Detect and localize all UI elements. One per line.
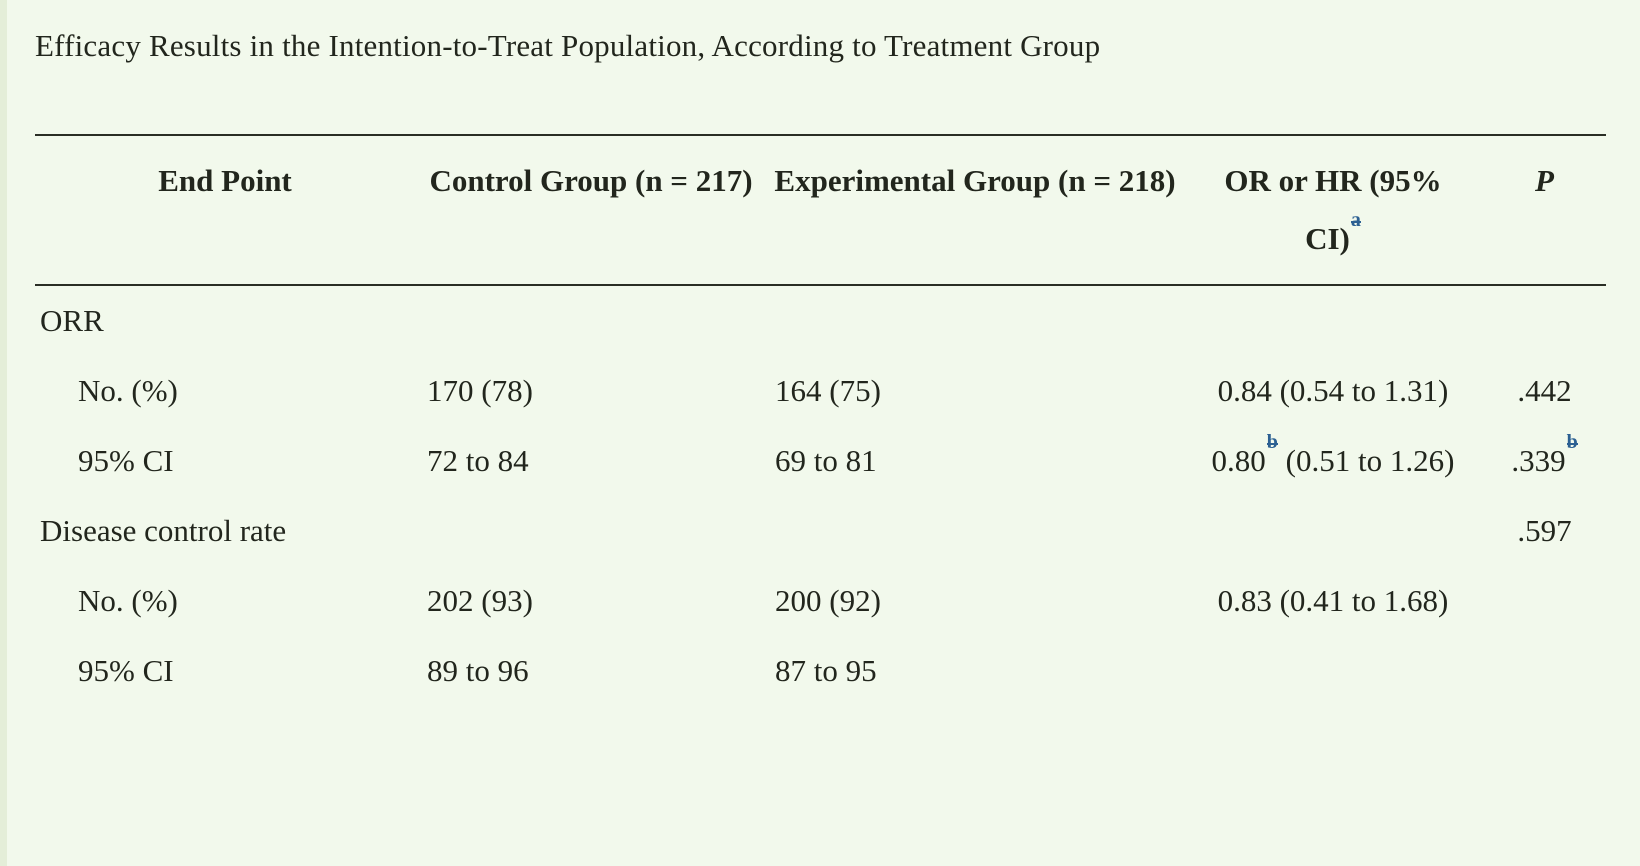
cell-or-hr-value [1183,496,1483,566]
efficacy-results-table: End Point Control Group (n = 217) Experi… [35,134,1606,706]
table-row-dcr-no-pct: No. (%) 202 (93) 200 (92) 0.83 (0.41 to … [35,566,1606,636]
table-row-dcr-95ci: 95% CI 89 to 96 87 to 95 [35,636,1606,706]
column-header-p: P [1483,135,1606,286]
column-header-control-group: Control Group (n = 217) [415,135,767,286]
cell-control-value: 89 to 96 [427,653,529,688]
cell-control-value: 170 (78) [427,373,533,408]
page-left-margin-strip [0,0,7,866]
table-row-orr: ORR [35,285,1606,356]
column-header-experimental-group: Experimental Group (n = 218) [767,135,1183,286]
cell-end-point: Disease control rate [40,513,287,548]
cell-p-value [1483,285,1606,356]
cell-control-value [415,496,767,566]
cell-control-value: 72 to 84 [427,443,529,478]
cell-control-value [415,285,767,356]
cell-end-point: ORR [40,303,104,338]
cell-experimental-value: 200 (92) [775,583,881,618]
table-container: Efficacy Results in the Intention-to-Tre… [35,0,1606,706]
table-row-disease-control-rate: Disease control rate .597 [35,496,1606,566]
or-hr-header-label: OR or HR (95% CI) [1224,163,1442,256]
or-value-prefix: 0.80 [1211,443,1266,478]
cell-or-hr-value: 0.84 (0.54 to 1.31) [1217,373,1449,408]
cell-control-value: 202 (93) [427,583,533,618]
cell-or-hr-value [1183,285,1483,356]
cell-p-value: .339b [1511,430,1578,478]
cell-experimental-value [767,285,1183,356]
cell-p-value: .442 [1517,373,1572,408]
cell-or-hr-value: 0.83 (0.41 to 1.68) [1217,583,1449,618]
footnote-b-link[interactable]: b [1566,430,1578,453]
footnote-b-link[interactable]: b [1266,430,1278,453]
cell-experimental-value: 69 to 81 [775,443,877,478]
cell-p-value [1483,566,1606,636]
table-title: Efficacy Results in the Intention-to-Tre… [35,28,1101,63]
cell-or-hr-value: 0.80b (0.51 to 1.26) [1183,426,1483,496]
cell-end-point: No. (%) [78,373,178,408]
cell-end-point: 95% CI [78,443,174,478]
header-row: End Point Control Group (n = 217) Experi… [35,135,1606,286]
footnote-a-link[interactable]: a [1350,208,1361,231]
cell-experimental-value [767,496,1183,566]
table-row-orr-95ci: 95% CI 72 to 84 69 to 81 0.80b (0.51 to … [35,426,1606,496]
or-value-suffix: (0.51 to 1.26) [1277,443,1455,478]
cell-experimental-value: 87 to 95 [775,653,877,688]
cell-end-point: No. (%) [78,583,178,618]
table-row-orr-no-pct: No. (%) 170 (78) 164 (75) 0.84 (0.54 to … [35,356,1606,426]
cell-or-hr-value [1183,636,1483,706]
column-header-end-point: End Point [35,135,415,286]
cell-p-value: .597 [1517,513,1572,548]
cell-end-point: 95% CI [78,653,174,688]
column-header-or-hr: OR or HR (95% CI)a [1183,135,1483,286]
cell-p-value [1483,636,1606,706]
cell-experimental-value: 164 (75) [775,373,881,408]
